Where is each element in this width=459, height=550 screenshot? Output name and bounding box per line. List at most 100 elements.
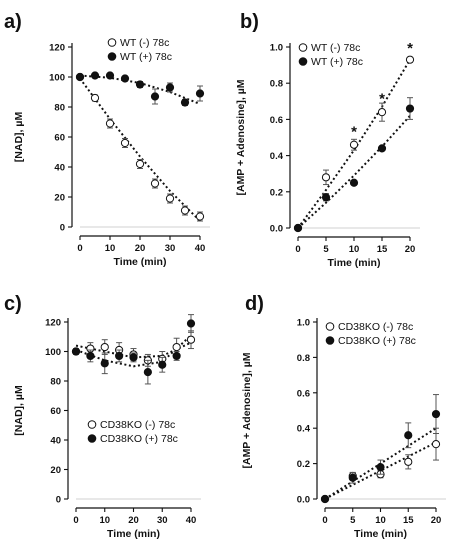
significance-star: * <box>379 91 385 108</box>
y-tick-label: 0.8 <box>270 79 283 90</box>
data-point-open <box>120 138 130 148</box>
y-tick-label: 0 <box>60 223 65 234</box>
data-point-filled <box>86 351 95 361</box>
x-tick-label: 0 <box>73 515 78 526</box>
legend-label: WT (-) 78c <box>120 37 169 49</box>
data-point-filled <box>348 473 357 482</box>
panel-letter: b) <box>240 11 259 33</box>
legend-label: WT (-) 78c <box>311 42 360 54</box>
data-point-open <box>135 159 145 169</box>
x-tick-label: 10 <box>105 243 116 254</box>
x-tick-label: 15 <box>377 244 388 255</box>
y-tick-label: 0.6 <box>297 388 310 399</box>
legend-marker <box>298 57 308 66</box>
data-point-filled <box>71 347 81 356</box>
data-point-filled <box>172 351 181 361</box>
x-tick-label: 20 <box>128 515 139 526</box>
legend-label: CD38KO (-) 78c <box>338 321 413 333</box>
panel-c: c) 0 20 40 60 80 100 120 0 10 20 30 40 Time (min) [NAD… <box>4 293 201 540</box>
data-point-open <box>431 440 441 449</box>
y-tick-label: 0.4 <box>270 151 284 162</box>
data-point-open <box>172 342 181 352</box>
x-tick-label: 5 <box>323 244 329 255</box>
y-tick-label: 0.0 <box>270 224 283 235</box>
y-tick-label: 120 <box>45 318 61 329</box>
data-point-open <box>100 342 109 352</box>
x-tick-label: 15 <box>403 515 414 526</box>
x-tick-label: 5 <box>350 515 356 526</box>
data-point-open <box>165 194 175 203</box>
data-point-filled <box>349 178 359 187</box>
legend-label: CD38KO (-) 78c <box>100 419 175 431</box>
x-tick-label: 0 <box>77 243 82 254</box>
y-tick-label: 20 <box>54 193 65 204</box>
y-tick-label: 60 <box>50 406 61 417</box>
data-point-filled <box>105 71 115 80</box>
y-tick-label: 0.8 <box>297 353 310 364</box>
data-point-open <box>105 119 115 128</box>
y-tick-label: 1.0 <box>270 43 283 54</box>
data-point-filled <box>431 409 441 419</box>
data-point-open <box>404 457 413 466</box>
data-point-open <box>405 55 415 64</box>
legend-marker <box>107 38 117 47</box>
x-tick-label: 20 <box>135 243 146 254</box>
x-tick-label: 40 <box>195 243 206 254</box>
panel-letter: a) <box>4 11 22 33</box>
legend-marker <box>298 43 308 52</box>
data-point-filled <box>150 92 160 101</box>
data-point-filled <box>75 72 85 82</box>
y-tick-label: 0 <box>56 495 61 506</box>
x-tick-label: 0 <box>322 515 327 526</box>
legend-marker <box>325 336 335 345</box>
y-tick-label: 40 <box>54 163 65 174</box>
y-axis-label: [AMP + Adenosine], µM <box>235 79 247 195</box>
y-tick-label: 0.4 <box>297 424 311 435</box>
data-point-filled <box>404 431 413 440</box>
x-axis-label: Time (min) <box>354 528 407 540</box>
fit-line-open <box>79 77 201 222</box>
data-point-filled <box>320 494 330 504</box>
y-tick-label: 0.6 <box>270 115 283 126</box>
data-point-open <box>321 173 331 182</box>
x-tick-label: 0 <box>295 244 300 255</box>
y-axis-label: [NAD], µM <box>13 385 25 436</box>
x-axis-label: Time (min) <box>107 528 160 540</box>
fit-line-filled <box>75 334 192 368</box>
y-tick-label: 40 <box>50 436 61 447</box>
y-tick-label: 100 <box>49 73 65 84</box>
data-point-open <box>349 140 359 149</box>
data-point-filled <box>376 463 385 472</box>
data-point-filled <box>135 80 145 89</box>
panel-letter: d) <box>245 293 264 315</box>
y-tick-label: 120 <box>49 43 65 54</box>
y-tick-label: 0.0 <box>297 495 310 506</box>
data-point-open <box>195 212 205 221</box>
x-tick-label: 30 <box>165 243 176 254</box>
legend-marker <box>87 420 97 429</box>
data-point-filled <box>120 74 130 83</box>
data-point-filled <box>293 223 303 233</box>
legend-marker <box>107 52 117 61</box>
significance-star: * <box>351 123 357 140</box>
legend-label: CD38KO (+) 78c <box>100 433 178 445</box>
y-tick-label: 0.2 <box>297 459 310 470</box>
x-tick-label: 20 <box>431 515 442 526</box>
data-point-filled <box>186 319 196 328</box>
data-point-open <box>180 206 190 215</box>
y-tick-label: 60 <box>54 133 65 144</box>
legend-label: WT (+) 78c <box>311 56 363 68</box>
y-axis-label: [AMP + Adenosine], µM <box>241 352 253 468</box>
x-tick-label: 20 <box>405 244 416 255</box>
y-axis-label: [NAD], µM <box>13 112 25 163</box>
legend-label: CD38KO (+) 78c <box>338 335 416 347</box>
data-point-filled <box>158 360 167 369</box>
data-point-filled <box>377 144 387 153</box>
data-point-open <box>377 108 387 117</box>
panel-d: d) 0.0 0.2 0.4 0.6 0.8 1.0 0 5 10 15 20 Time (min) [A… <box>241 293 446 540</box>
data-point-filled <box>165 83 175 92</box>
x-tick-label: 30 <box>157 515 168 526</box>
legend-marker <box>87 434 97 443</box>
y-tick-label: 0.2 <box>270 187 283 198</box>
